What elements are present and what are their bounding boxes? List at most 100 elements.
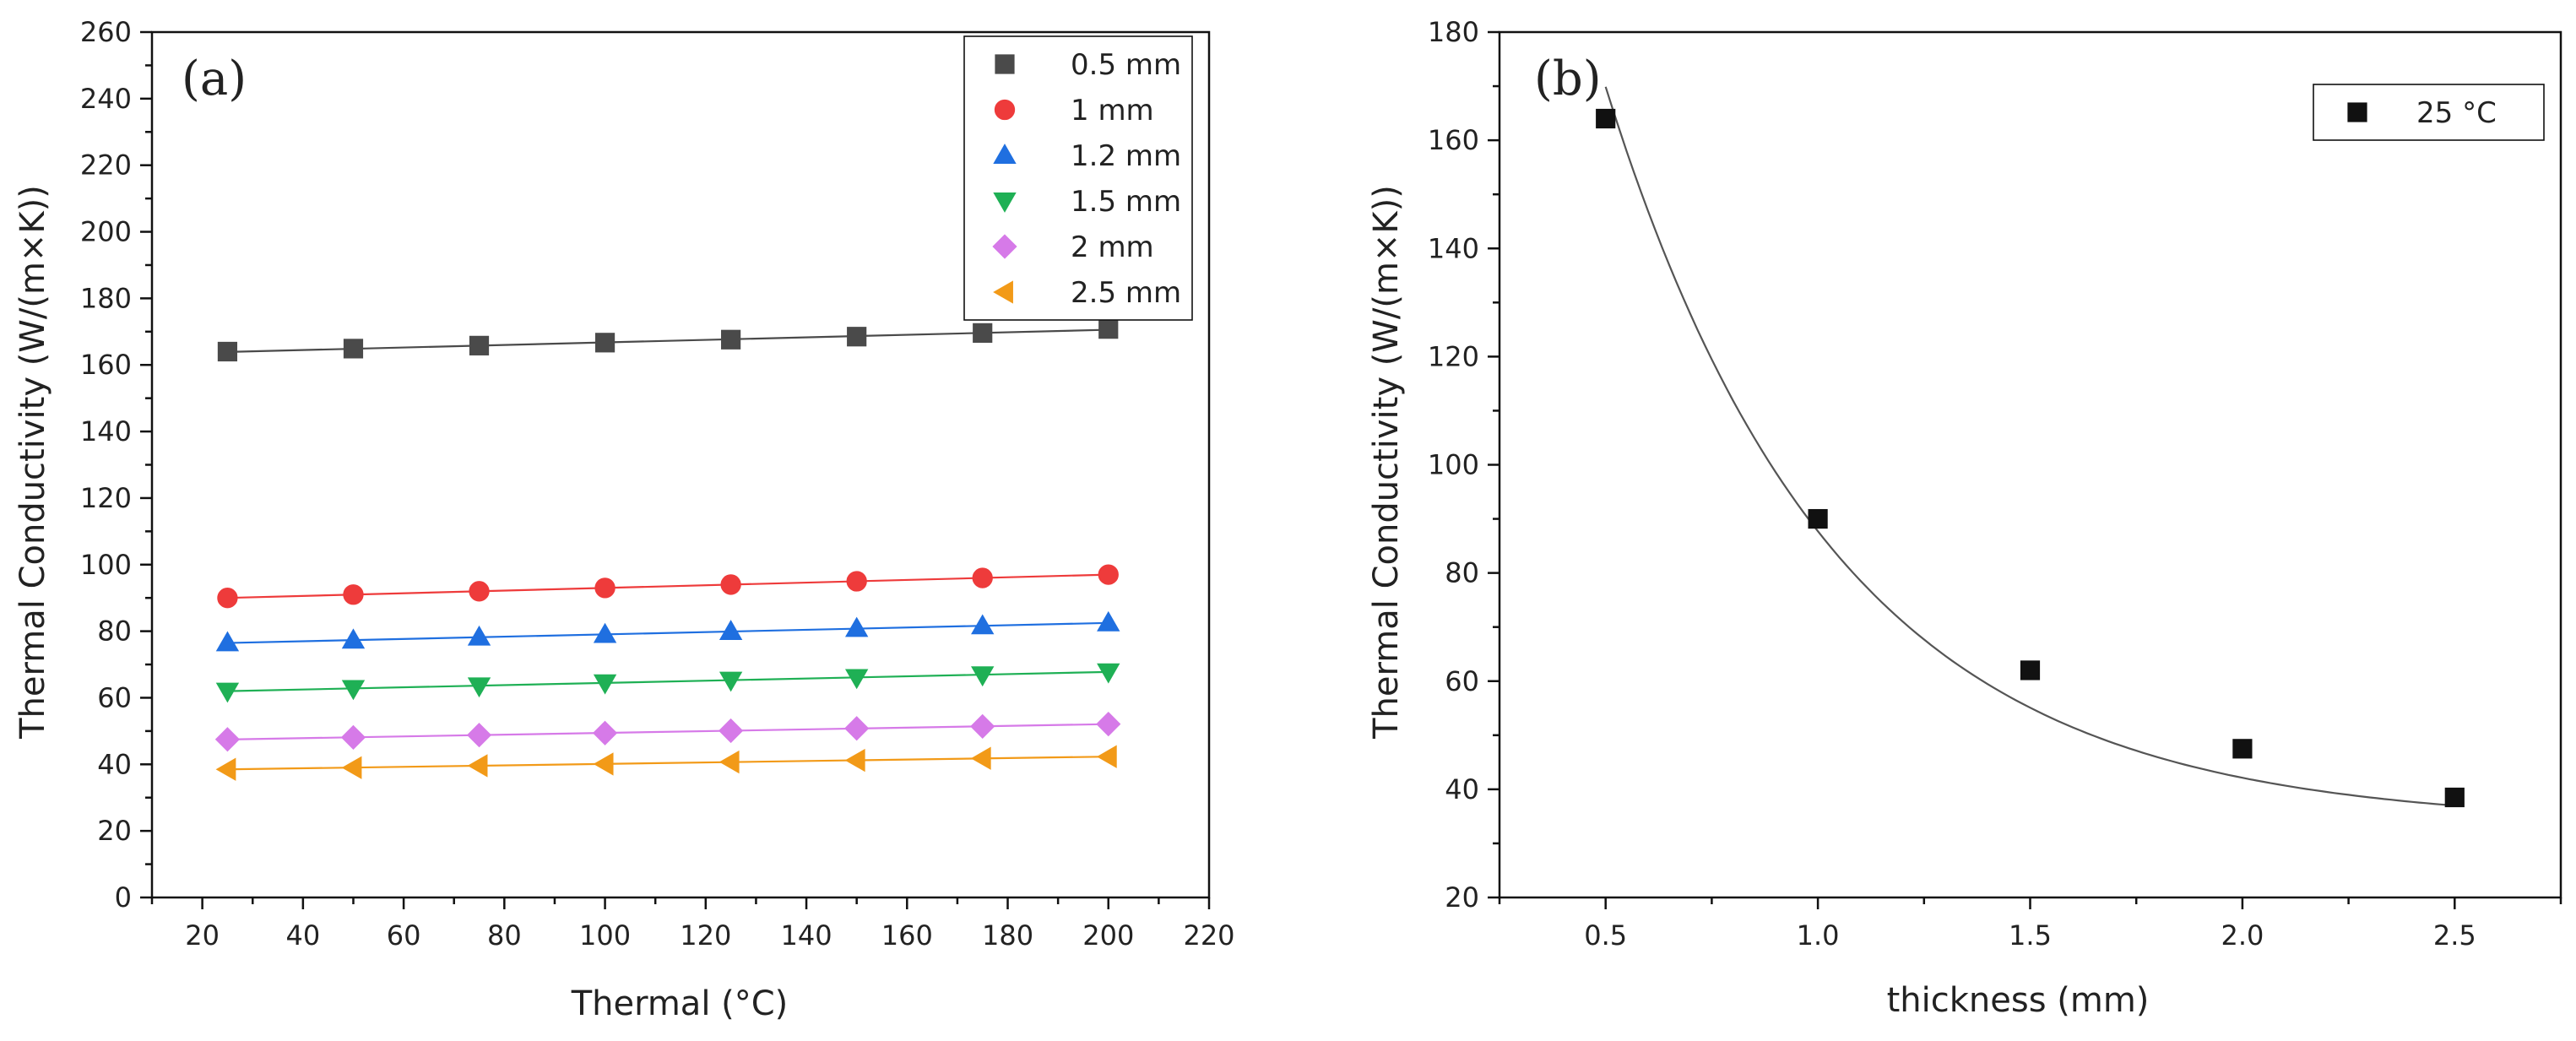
data-point-1.2-mm <box>844 616 869 637</box>
data-point-0.5-mm <box>1098 319 1119 339</box>
data-point-1-mm <box>1098 564 1119 585</box>
data-point-0.5-mm <box>594 333 616 353</box>
data-point-2-mm <box>970 713 995 739</box>
data-point-1-mm <box>594 577 616 599</box>
data-point-1-mm <box>972 567 993 588</box>
y-tick-label: 120 <box>1428 340 1479 372</box>
data-point-2-mm <box>1096 712 1121 737</box>
data-point-1.5-mm <box>341 680 366 701</box>
data-point-1.2-mm <box>467 625 491 646</box>
x-tick-label: 180 <box>982 919 1033 952</box>
legend-label: 2.5 mm <box>1071 276 1181 310</box>
panel-b-fit-curve <box>1604 86 2455 807</box>
y-tick-label: 180 <box>80 282 132 314</box>
data-point-0.5-mm <box>217 341 238 362</box>
data-point-0.5-mm <box>721 329 741 350</box>
data-point-1.5-mm <box>719 671 743 692</box>
legend-marker-triangle-down <box>993 192 1017 213</box>
data-point-0.5-mm <box>973 323 993 343</box>
legend-label: 1.2 mm <box>1071 139 1181 173</box>
panel-a-chart: 20 40 60 80 100 120 140 160 180 200 220 0 20 40 60 80 1… <box>14 16 1235 1023</box>
x-tick-label: 200 <box>1082 919 1134 952</box>
panel-b-y-axis-label: Thermal Conductivity (W/(m×K)) <box>1367 185 1406 740</box>
y-tick-label: 260 <box>80 16 132 48</box>
x-tick-label: 1.0 <box>1797 919 1840 952</box>
data-point-25C <box>2232 739 2253 759</box>
data-point-1.2-mm <box>593 622 617 643</box>
x-tick-label: 140 <box>781 919 832 952</box>
legend-box <box>963 35 1193 321</box>
panel-b-chart: 0.5 1.0 1.5 2.0 2.5 20406080100120140160180 … <box>1367 16 2562 1020</box>
data-point-1.5-mm <box>971 666 995 687</box>
data-point-1.5-mm <box>844 669 869 690</box>
y-tick-label: 80 <box>1445 557 1479 589</box>
data-point-2.5-mm <box>215 757 236 781</box>
data-point-0.5-mm <box>469 335 490 355</box>
data-point-25C <box>2444 787 2465 808</box>
data-point-25C <box>1596 108 1616 129</box>
data-point-2.5-mm <box>1096 745 1117 768</box>
x-tick-label: 2.0 <box>2221 919 2264 952</box>
data-point-1.2-mm <box>719 620 743 640</box>
panel-a-fit-lines <box>227 328 1109 771</box>
y-tick-label: 140 <box>1428 232 1479 264</box>
data-point-25C <box>2020 660 2041 680</box>
legend-marker-circle <box>994 99 1016 121</box>
panel-a-x-axis-label: Thermal (°C) <box>571 984 789 1023</box>
data-point-1.2-mm <box>1097 610 1120 632</box>
legend-marker-triangle-up <box>993 144 1017 164</box>
y-tick-label: 20 <box>97 815 132 847</box>
legend-marker-triangle-left <box>993 280 1013 304</box>
x-tick-label: 80 <box>487 919 522 952</box>
legend-label: 1 mm <box>1071 94 1154 127</box>
panel-a-x-ticks: 20 40 60 80 100 120 140 160 180 200 220 <box>150 897 1235 952</box>
panel-b-y-ticks: 20 40 60 80 100 120 140 160 180 <box>1428 16 1500 914</box>
y-tick-label: 40 <box>97 748 132 780</box>
legend-marker-diamond <box>992 234 1017 259</box>
x-tick-label: 40 <box>285 919 320 952</box>
y-tick-label: 100 <box>1428 449 1479 481</box>
y-tick-label: 140 <box>80 415 132 447</box>
panel-b-x-axis-label: thickness (mm) <box>1887 981 2150 1020</box>
fit-line-2.5-mm <box>227 756 1109 771</box>
y-tick-label: 160 <box>1428 124 1479 156</box>
data-point-1.5-mm <box>593 674 617 695</box>
panel-b-label: (b) <box>1534 52 1602 106</box>
y-tick-label: 160 <box>80 349 132 381</box>
y-tick-label: 60 <box>97 681 132 713</box>
legend-marker-square <box>2347 102 2367 122</box>
data-point-2.5-mm <box>467 754 488 778</box>
fit-line-2-mm <box>227 723 1109 740</box>
y-tick-label: 180 <box>1428 16 1479 48</box>
data-point-1.5-mm <box>1097 663 1120 684</box>
data-point-2-mm <box>592 720 618 746</box>
data-point-2-mm <box>214 727 241 752</box>
x-tick-label: 220 <box>1183 919 1234 952</box>
data-point-2.5-mm <box>593 752 614 776</box>
legend-label: 0.5 mm <box>1071 48 1181 82</box>
data-point-2.5-mm <box>844 748 865 773</box>
y-tick-label: 40 <box>1445 773 1479 805</box>
data-point-2.5-mm <box>970 746 991 770</box>
x-tick-label: 160 <box>881 919 933 952</box>
legend-label: 25 °C <box>2416 96 2497 130</box>
data-point-1-mm <box>720 574 741 595</box>
y-tick-label: 240 <box>80 83 132 115</box>
y-tick-label: 220 <box>80 149 132 182</box>
data-point-25C <box>1808 508 1828 529</box>
panel-a-y-ticks: 0 20 40 60 80 100 120 140 160 180 200 220 240 260 <box>80 16 152 914</box>
data-point-1.2-mm <box>341 628 366 649</box>
panel-a-y-axis-label: Thermal Conductivity (W/(m×K)) <box>14 185 52 740</box>
fit-line-0.5-mm <box>227 328 1109 353</box>
fit-line-1.2-mm <box>227 621 1109 644</box>
data-point-0.5-mm <box>847 327 867 347</box>
y-tick-label: 200 <box>80 216 132 248</box>
fit-line-1-mm <box>227 573 1109 599</box>
y-tick-label: 0 <box>115 881 132 914</box>
panel-b-x-ticks: 0.5 1.0 1.5 2.0 2.5 <box>1498 897 2562 952</box>
data-point-2.5-mm <box>341 756 362 779</box>
panel-b-markers <box>1596 108 2465 808</box>
data-point-1-mm <box>343 584 364 605</box>
data-point-0.5-mm <box>343 339 364 359</box>
